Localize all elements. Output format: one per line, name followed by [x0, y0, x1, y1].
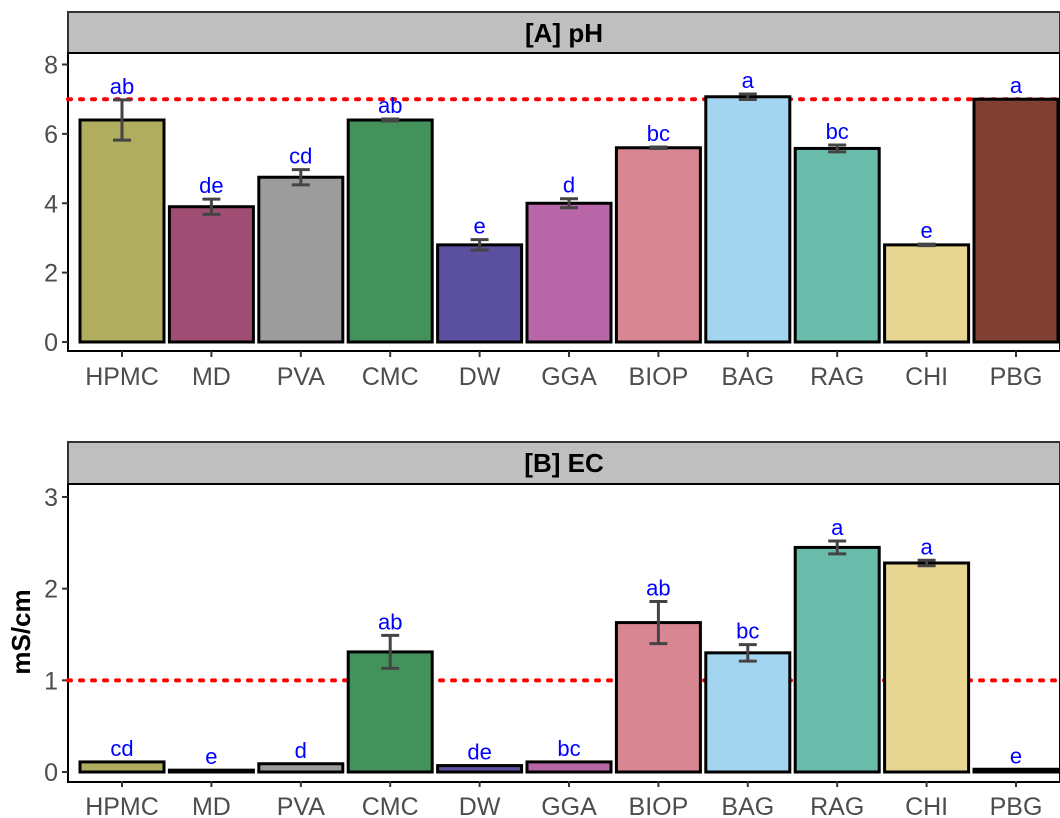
x-tick-label-pva: PVA	[277, 363, 325, 391]
significance-label: d	[563, 173, 575, 198]
bar-md	[167, 205, 255, 344]
panel-a-bars: ab de cd ab e d bc a bc e a	[78, 68, 1060, 344]
y-tick-label: 0	[44, 759, 58, 787]
significance-label: a	[1010, 73, 1023, 98]
bar-hpmc	[78, 760, 166, 774]
y-tick-label: 0	[44, 329, 58, 357]
x-tick-label-biop: BIOP	[629, 363, 689, 391]
bar-pva	[257, 175, 345, 344]
significance-label: bc	[736, 619, 759, 644]
significance-label: de	[199, 173, 223, 198]
panel-b-x-axis: HPMC MD PVA CMC DW GGA BIOP BAG RAG CHI PBG	[85, 781, 1042, 818]
significance-label: a	[920, 534, 933, 559]
bar-pbg	[972, 767, 1060, 774]
significance-label: e	[473, 214, 485, 239]
significance-label: d	[295, 738, 307, 763]
significance-label: bc	[826, 119, 849, 144]
panel-a: [A] pH 0 2 4 6 8 ab de cd ab e d bc a bc e a HPMC MD PVA…	[44, 11, 1060, 391]
bar-gga	[525, 760, 613, 774]
x-tick-label-gga: GGA	[541, 793, 597, 818]
x-tick-label-cmc: CMC	[362, 793, 419, 818]
y-tick-label: 2	[44, 576, 58, 604]
x-tick-label-pva: PVA	[277, 793, 325, 818]
y-tick-label: 1	[44, 667, 58, 695]
significance-label: bc	[557, 736, 580, 761]
x-tick-label-md: MD	[192, 793, 231, 818]
bar-chi	[883, 243, 971, 344]
panel-a-title: [A] pH	[525, 18, 603, 48]
significance-label: e	[920, 218, 932, 243]
x-tick-label-md: MD	[192, 363, 231, 391]
bar-cmc	[346, 118, 434, 344]
significance-label: e	[205, 744, 217, 769]
significance-label: cd	[110, 736, 133, 761]
significance-label: a	[831, 515, 844, 540]
x-tick-label-gga: GGA	[541, 363, 597, 391]
panel-a-x-axis: HPMC MD PVA CMC DW GGA BIOP BAG RAG CHI PBG	[85, 351, 1042, 391]
x-tick-label-cmc: CMC	[362, 363, 419, 391]
significance-label: de	[467, 740, 491, 765]
panel-b-y-axis: 0 1 2 3	[44, 484, 68, 787]
x-tick-label-dw: DW	[459, 793, 501, 818]
panel-a-y-axis: 0 2 4 6 8	[44, 52, 68, 357]
bar-pva	[257, 762, 345, 774]
x-tick-label-biop: BIOP	[629, 793, 689, 818]
bar-bag	[704, 95, 792, 344]
panel-b-title: [B] EC	[524, 448, 604, 478]
x-tick-label-rag: RAG	[810, 793, 864, 818]
bar-biop	[614, 146, 702, 344]
bar-bag	[704, 651, 792, 774]
bar-md	[167, 768, 255, 774]
significance-label: ab	[378, 609, 402, 634]
y-tick-label: 4	[44, 190, 58, 218]
x-tick-label-pbg: PBG	[990, 363, 1043, 391]
panel-b-bars: cd e d ab de bc ab bc a a e	[78, 515, 1060, 774]
y-tick-label: 8	[44, 52, 58, 80]
x-tick-label-chi: CHI	[905, 793, 948, 818]
significance-label: a	[742, 68, 755, 93]
x-tick-label-bag: BAG	[721, 363, 774, 391]
bar-cmc	[346, 650, 434, 774]
panel-b-y-axis-title: mS/cm	[6, 589, 36, 674]
y-tick-label: 2	[44, 260, 58, 288]
panel-a-strip	[67, 11, 1060, 54]
bar-rag	[793, 545, 881, 774]
y-tick-label: 6	[44, 121, 58, 149]
bar-hpmc	[78, 118, 166, 344]
x-tick-label-bag: BAG	[721, 793, 774, 818]
x-tick-label-dw: DW	[459, 363, 501, 391]
bar-rag	[793, 146, 881, 344]
significance-label: ab	[378, 93, 402, 118]
x-tick-label-rag: RAG	[810, 363, 864, 391]
x-tick-label-pbg: PBG	[990, 793, 1043, 818]
bar-dw	[436, 243, 524, 344]
bar-dw	[436, 764, 524, 774]
x-tick-label-hpmc: HPMC	[85, 363, 159, 391]
y-tick-label: 3	[44, 484, 58, 512]
panel-b: [B] EC 0 1 2 3 cd e d ab de bc ab bc a a e HPMC MD PVA C…	[6, 441, 1060, 818]
bar-chi	[883, 561, 971, 774]
bar-biop	[614, 621, 702, 774]
x-tick-label-hpmc: HPMC	[85, 793, 159, 818]
bar-gga	[525, 201, 613, 344]
significance-label: cd	[289, 144, 312, 169]
significance-label: ab	[646, 576, 670, 601]
significance-label: bc	[647, 121, 670, 146]
significance-label: e	[1010, 743, 1022, 768]
x-tick-label-chi: CHI	[905, 363, 948, 391]
bar-pbg	[972, 97, 1060, 344]
significance-label: ab	[110, 74, 134, 99]
